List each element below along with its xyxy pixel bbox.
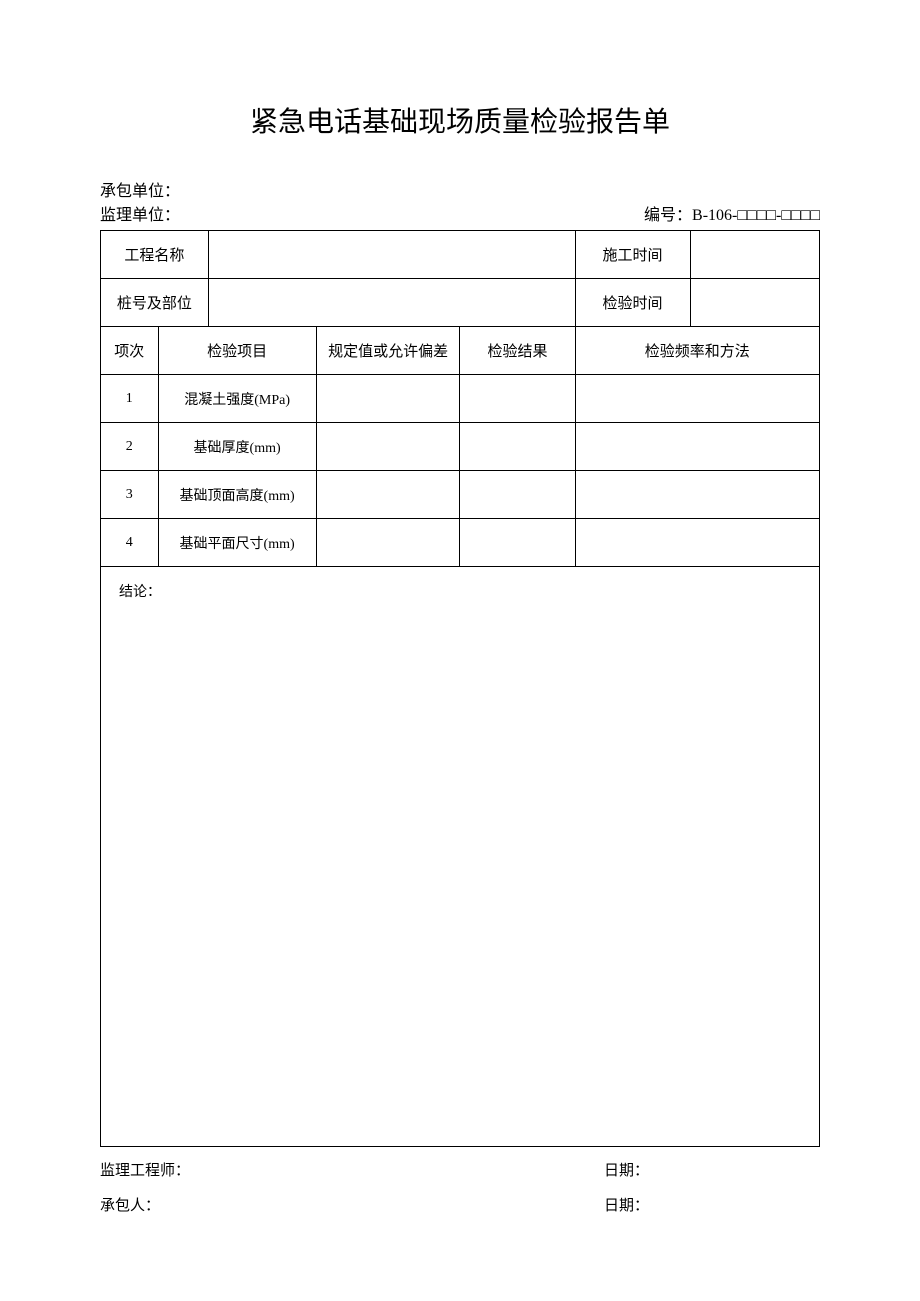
table-row: 2 基础厚度(mm) [101,423,820,471]
th-spec: 规定值或允许偏差 [316,327,460,375]
supervisor-line: 监理单位： 编号：B-106-□□□□-□□□□ [100,204,820,228]
table-row: 1 混凝土强度(MPa) [101,375,820,423]
item-result [460,471,575,519]
item-method [575,423,819,471]
info-row-1: 工程名称 施工时间 [101,231,820,279]
th-no: 项次 [101,327,159,375]
item-spec [316,471,460,519]
date-label-1: 日期： [604,1163,649,1179]
engineer-label: 监理工程师： [100,1163,190,1179]
item-method [575,471,819,519]
station-value [208,279,575,327]
project-name-label: 工程名称 [101,231,209,279]
info-row-2: 桩号及部位 检验时间 [101,279,820,327]
inspect-time-value [690,279,819,327]
item-spec [316,519,460,567]
item-result [460,375,575,423]
item-method [575,375,819,423]
contractor-label: 承包单位： [100,183,180,200]
th-item: 检验项目 [158,327,316,375]
footer: 监理工程师： 日期： 承包人： 日期： [100,1159,820,1215]
item-name: 基础厚度(mm) [158,423,316,471]
station-label: 桩号及部位 [101,279,209,327]
project-name-value [208,231,575,279]
contractor-line: 承包单位： [100,180,820,204]
table-header-row: 项次 检验项目 规定值或允许偏差 检验结果 检验频率和方法 [101,327,820,375]
item-no: 1 [101,375,159,423]
supervisor-label: 监理单位： [100,207,180,224]
inspection-table: 工程名称 施工时间 桩号及部位 检验时间 项次 检验项目 规定值或允许偏差 检验… [100,230,820,1147]
item-name: 基础顶面高度(mm) [158,471,316,519]
table-row: 3 基础顶面高度(mm) [101,471,820,519]
th-result: 检验结果 [460,327,575,375]
date-label-2: 日期： [604,1198,649,1214]
item-no: 3 [101,471,159,519]
conclusion-cell: 结论： [101,567,820,1147]
table-row: 4 基础平面尺寸(mm) [101,519,820,567]
item-method [575,519,819,567]
item-spec [316,423,460,471]
serial-value: B-106-□□□□-□□□□ [692,207,820,224]
conclusion-row: 结论： [101,567,820,1147]
item-result [460,519,575,567]
item-name: 混凝土强度(MPa) [158,375,316,423]
item-name: 基础平面尺寸(mm) [158,519,316,567]
footer-row-2: 承包人： 日期： [100,1194,820,1215]
serial-label: 编号： [644,207,692,224]
item-no: 2 [101,423,159,471]
construction-time-label: 施工时间 [575,231,690,279]
th-method: 检验频率和方法 [575,327,819,375]
item-result [460,423,575,471]
page-title: 紧急电话基础现场质量检验报告单 [100,100,820,140]
header-info: 承包单位： 监理单位： 编号：B-106-□□□□-□□□□ [100,180,820,228]
item-no: 4 [101,519,159,567]
conclusion-label: 结论： [119,585,161,600]
contractor-person-label: 承包人： [100,1198,160,1214]
item-spec [316,375,460,423]
footer-row-1: 监理工程师： 日期： [100,1159,820,1180]
construction-time-value [690,231,819,279]
inspect-time-label: 检验时间 [575,279,690,327]
